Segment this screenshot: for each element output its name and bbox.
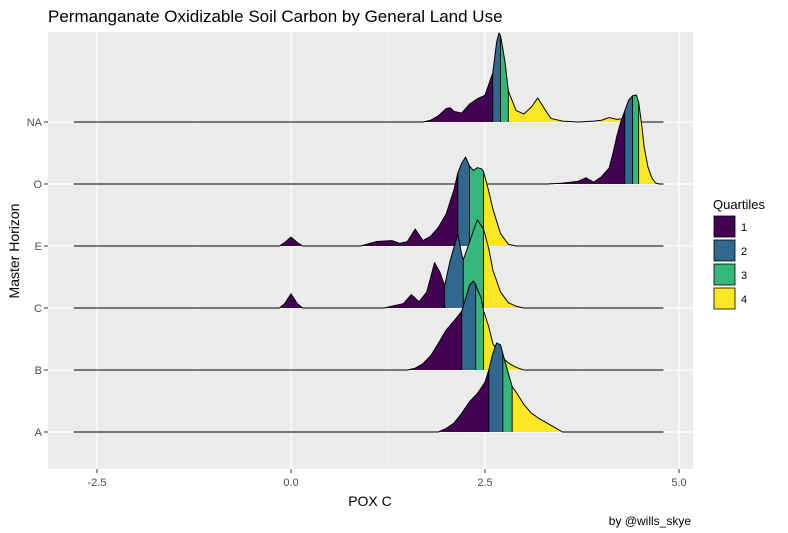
y-tick-label: O — [33, 179, 42, 191]
ridge-segment-q2 — [461, 281, 476, 370]
legend-key-3 — [713, 263, 736, 286]
y-tick-label: C — [34, 303, 42, 315]
x-tick-label: 5.0 — [671, 477, 686, 489]
legend-label-4: 4 — [741, 294, 747, 306]
legend-key-4 — [713, 287, 736, 310]
y-tick-label: A — [35, 427, 43, 439]
ridge-segment-q1 — [279, 173, 458, 246]
ridge-segment-q1 — [407, 311, 462, 370]
legend-key-1 — [713, 215, 736, 238]
ridges — [73, 32, 664, 433]
ridge-segment-q4 — [638, 102, 660, 184]
ridge-segment-q1 — [438, 369, 489, 432]
ridge-outline — [73, 156, 664, 247]
ridge-c — [73, 219, 664, 309]
plot-panel — [48, 32, 693, 469]
ridge-segment-q4 — [483, 228, 524, 308]
legend-label-3: 3 — [741, 270, 747, 282]
ridge-segment-q3 — [500, 35, 509, 122]
ridge-segment-q2 — [492, 33, 501, 122]
y-axis-title: Master Horizon — [6, 204, 22, 299]
ridge-segment-q1 — [547, 111, 625, 184]
legend-label-1: 1 — [741, 222, 747, 234]
ridge-segment-q3 — [475, 284, 484, 370]
x-axis-title: POX C — [348, 493, 392, 509]
ridge-segment-q2 — [444, 234, 464, 308]
ridge-segment-q3 — [463, 219, 484, 308]
ridge-segment-q4 — [512, 386, 563, 432]
x-tick-label: -2.5 — [88, 477, 107, 489]
legend-key-2 — [713, 239, 736, 262]
ridge-segment-q3 — [632, 95, 639, 184]
y-tick-label: E — [35, 241, 42, 253]
y-tick-label: NA — [27, 117, 43, 129]
ridge-outline — [73, 342, 664, 433]
legend-label-2: 2 — [741, 246, 747, 258]
ridge-o — [73, 94, 664, 185]
ridge-segment-q2 — [457, 157, 470, 246]
ridge-outline — [73, 94, 664, 185]
ridge-segment-q2 — [624, 95, 633, 184]
ridge-a — [73, 342, 664, 433]
x-axis: -2.5 0.0 2.5 5.0 — [88, 469, 687, 489]
ridge-segment-q4 — [483, 171, 517, 246]
y-axis: A B C E O NA — [27, 117, 48, 439]
x-tick-label: 0.0 — [283, 477, 298, 489]
x-tick-label: 2.5 — [477, 477, 492, 489]
chart-title: Permanganate Oxidizable Soil Carbon by G… — [48, 7, 503, 26]
ridge-segment-q1 — [422, 73, 493, 122]
legend-title: Quartiles — [713, 197, 766, 212]
ridge-segment-q4 — [508, 90, 664, 122]
ridge-e — [73, 156, 664, 247]
y-tick-label: B — [35, 365, 42, 377]
ridge-segment-q1 — [279, 262, 445, 308]
ridge-outline — [73, 219, 664, 309]
ridge-segment-q2 — [488, 343, 503, 432]
minor-gridlines — [193, 32, 583, 469]
ridge-segment-q3 — [502, 353, 513, 432]
caption: by @wills_skye — [609, 514, 692, 528]
legend: Quartiles 1 2 3 4 — [713, 197, 766, 310]
